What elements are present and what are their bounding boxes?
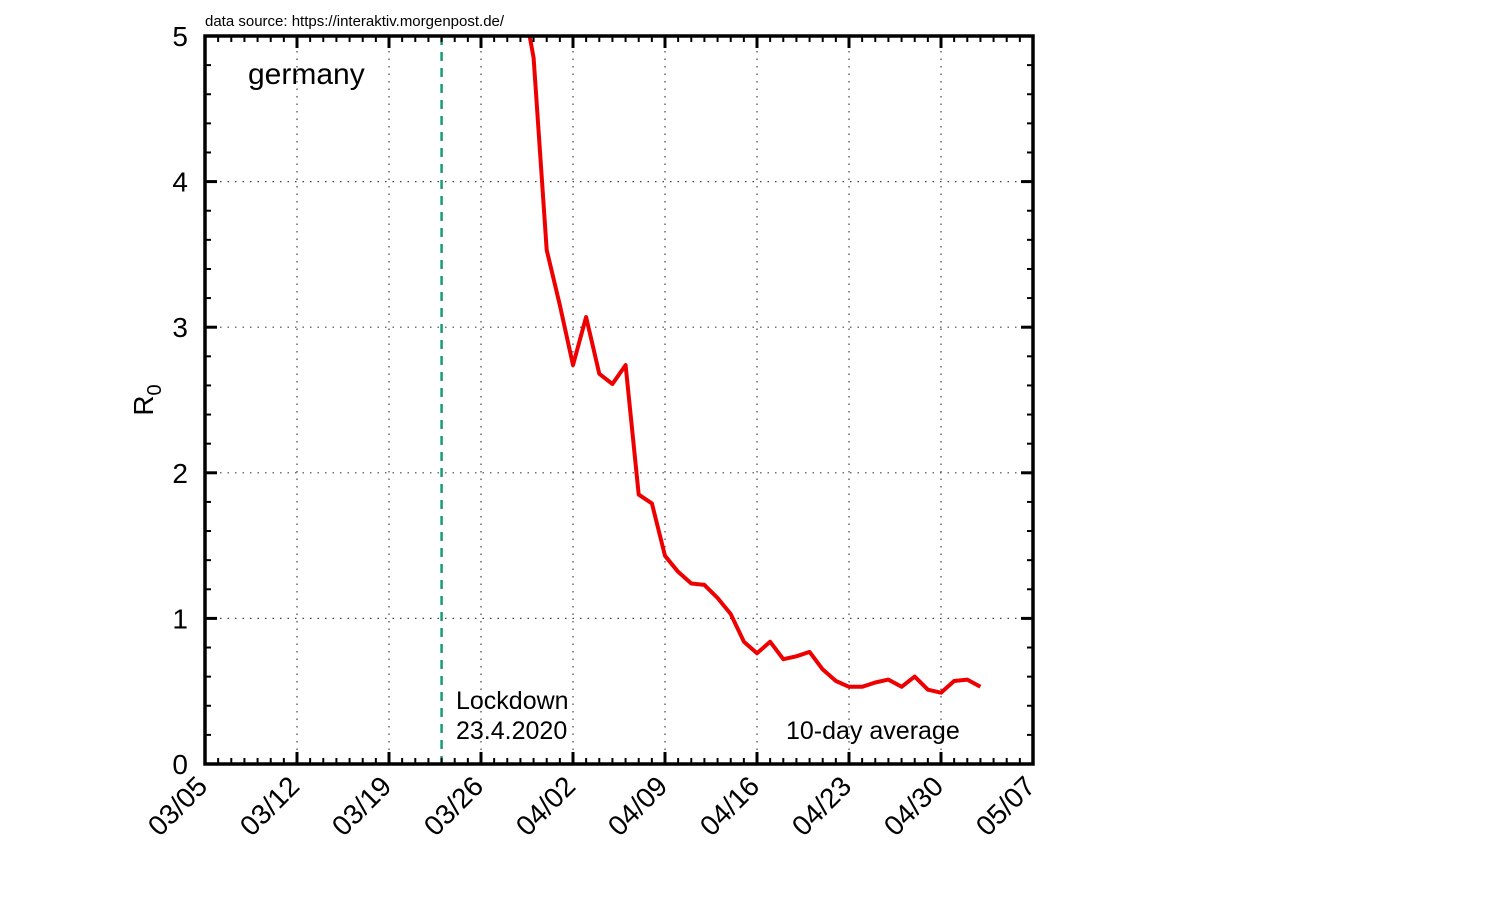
x-tick-label: 05/07	[970, 770, 1041, 841]
y-tick-label: 5	[172, 21, 188, 52]
series-layer	[527, 36, 982, 695]
chart-title: germany	[248, 58, 365, 91]
x-tick-label: 03/19	[326, 770, 397, 841]
average-note: 10-day average	[786, 717, 960, 745]
grid-lines	[205, 36, 1033, 764]
x-tick-label: 03/12	[234, 770, 305, 841]
y-tick-label: 0	[172, 749, 188, 780]
x-tick-label: 04/30	[878, 770, 949, 841]
data-source-note: data source: https://interaktiv.morgenpo…	[205, 13, 505, 30]
y-axis-label-main: R	[128, 395, 159, 415]
lockdown-label: Lockdown	[456, 687, 569, 715]
plot-frame	[203, 34, 1035, 766]
y-axis-label: R0	[128, 384, 166, 415]
x-tick-label: 04/23	[786, 770, 857, 841]
y-axis-label-subscript: 0	[144, 384, 166, 395]
y-tick-label: 1	[172, 603, 188, 634]
y-tick-label: 3	[172, 312, 188, 343]
y-tick-labels: 0 1 2 3 4 5	[172, 21, 188, 780]
x-tick-label: 03/05	[142, 770, 213, 841]
x-tick-label: 04/02	[510, 770, 581, 841]
x-tick-labels: 03/05 03/12 03/19 03/26 04/02 04/09 04/16 04/23…	[142, 770, 1041, 841]
x-tick-label: 04/16	[694, 770, 765, 841]
r0-series-line	[527, 36, 982, 695]
x-tick-label: 03/26	[418, 770, 489, 841]
lockdown-date-label: 23.4.2020	[456, 717, 567, 745]
tick-marks	[203, 34, 1035, 766]
y-tick-label: 4	[172, 167, 188, 198]
x-tick-label: 04/09	[602, 770, 673, 841]
svg-text:R0: R0	[128, 384, 166, 415]
y-tick-label: 2	[172, 458, 188, 489]
